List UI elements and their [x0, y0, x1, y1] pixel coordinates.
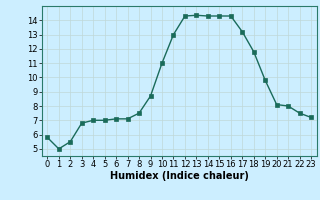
X-axis label: Humidex (Indice chaleur): Humidex (Indice chaleur): [110, 171, 249, 181]
